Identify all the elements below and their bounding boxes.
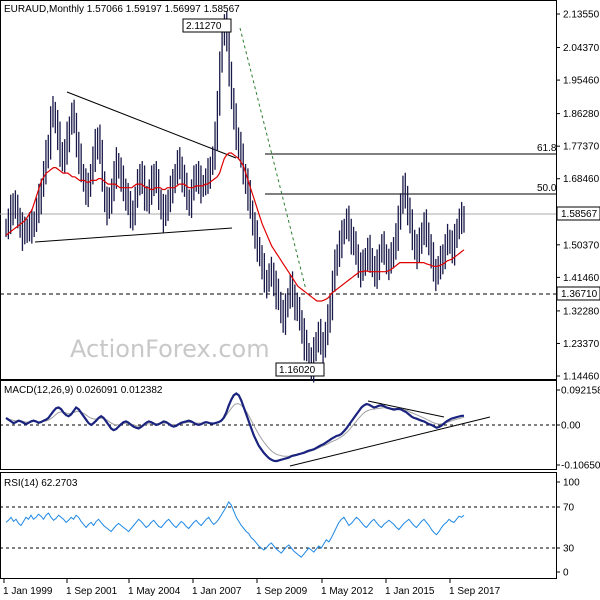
watermark: ActionForex.com xyxy=(70,335,270,363)
macd-y-tick-label: 0.092158 xyxy=(561,386,600,397)
main-y-tick-label: 2.04370 xyxy=(563,43,600,54)
main-y-tick-label: 1.50370 xyxy=(563,240,600,251)
support-badge: 1.36710 xyxy=(556,286,600,301)
rsi-line xyxy=(5,500,465,558)
moving-average-line xyxy=(5,152,465,302)
price-bars xyxy=(5,11,465,383)
fib-500-label: 50.0 xyxy=(537,183,557,194)
main-y-tick-label: 1.68460 xyxy=(563,174,600,185)
macd-lower-trendline xyxy=(289,416,491,467)
rsi-y-tick-label: 0 xyxy=(563,568,569,579)
high-label: 2.11270 xyxy=(182,18,232,33)
high-label-box xyxy=(182,18,232,33)
main-y-tick-label: 1.32280 xyxy=(563,306,600,317)
last-price-badge: 1.58567 xyxy=(556,206,600,221)
main-y-tick-label: 1.86280 xyxy=(563,109,600,120)
main-y-axis: 2.13550 2.04370 1.95460 1.86280 1.77370 1.684… xyxy=(556,10,600,383)
main-header: EURAUD,Monthly 1.57066 1.59197 1.56997 1… xyxy=(4,4,240,15)
triangle-lower-line xyxy=(34,227,233,243)
rsi-header: RSI(14) 62.2703 xyxy=(4,478,78,489)
rsi-y-axis: 100 70 30 0 xyxy=(556,478,580,579)
macd-y-tick-label: -0.106503 xyxy=(561,461,600,472)
macd-y-axis: 0.092158 0.00 -0.106503 xyxy=(556,386,600,472)
support-badge-box xyxy=(556,286,600,301)
macd-signal-line xyxy=(5,403,465,457)
x-tick-label: 1 May 2004 xyxy=(128,586,181,597)
last-price-badge-box xyxy=(556,206,600,221)
macd-line xyxy=(5,392,464,463)
rsi-y-tick-label: 70 xyxy=(563,503,575,514)
main-y-tick-label: 1.14460 xyxy=(563,372,600,383)
high-label-text: 2.11270 xyxy=(186,21,222,32)
macd-header: MACD(12,26,9) 0.026091 0.012382 xyxy=(4,385,163,396)
main-panel-frame xyxy=(0,0,557,380)
x-tick-label: 1 Sep 2017 xyxy=(449,586,501,597)
macd-upper-trendline xyxy=(367,400,445,418)
x-tick-label: 1 Jan 1999 xyxy=(3,586,53,597)
x-tick-label: 1 Jan 2015 xyxy=(385,586,435,597)
rsi-y-tick-label: 100 xyxy=(563,478,580,489)
fib-levels: 61.8 50.0 xyxy=(265,143,557,195)
fib-618-label: 61.8 xyxy=(537,143,557,154)
main-y-tick-label: 1.77370 xyxy=(563,142,600,153)
rsi-panel-frame xyxy=(0,472,557,579)
low-label-box xyxy=(275,362,325,377)
support-badge-text: 1.36710 xyxy=(561,289,598,300)
rsi-y-tick-label: 30 xyxy=(563,544,575,555)
x-tick-label: 1 Jan 2007 xyxy=(192,586,242,597)
decline-trendline xyxy=(239,27,307,291)
low-label: 1.16020 xyxy=(275,362,325,377)
macd-y-tick-label: 0.00 xyxy=(561,421,581,432)
x-tick-label: 1 Sep 2009 xyxy=(256,586,308,597)
main-y-tick-label: 1.23370 xyxy=(563,339,600,350)
main-y-tick-label: 1.95460 xyxy=(563,76,600,87)
x-tick-label: 1 May 2012 xyxy=(321,586,374,597)
triangle-trendlines xyxy=(34,27,307,291)
main-y-tick-label: 1.41460 xyxy=(563,273,600,284)
x-tick-label: 1 Sep 2001 xyxy=(66,586,118,597)
last-price-badge-text: 1.58567 xyxy=(561,209,598,220)
x-axis: 1 Jan 1999 1 Sep 2001 1 May 2004 1 Jan 2007… xyxy=(3,578,501,597)
triangle-upper-line xyxy=(66,91,237,159)
low-label-text: 1.16020 xyxy=(279,365,316,376)
main-y-tick-label: 2.13550 xyxy=(563,10,600,21)
